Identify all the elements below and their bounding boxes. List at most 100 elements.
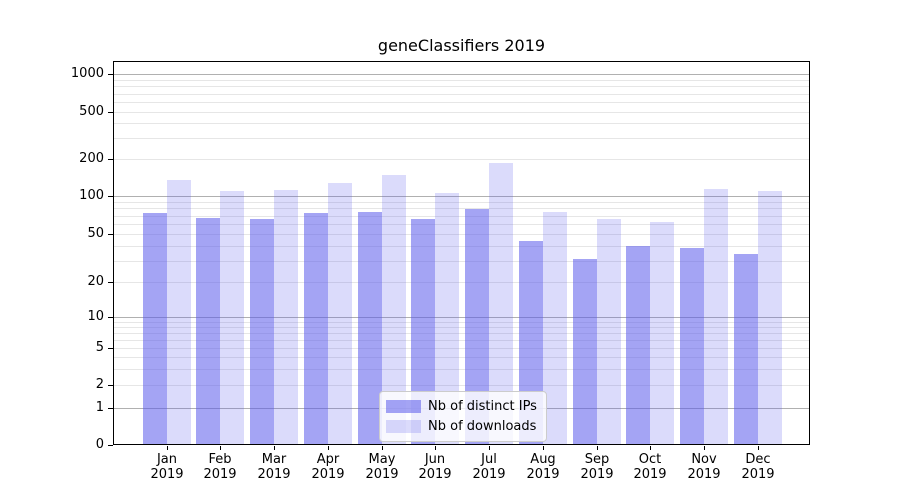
y-tick-label-2: 2 bbox=[95, 377, 104, 392]
x-tickmark-feb bbox=[220, 446, 221, 450]
y-tickmark-2 bbox=[108, 385, 113, 386]
x-tick-label-oct: Oct 2019 bbox=[633, 452, 667, 482]
gridline-minor-6 bbox=[113, 340, 810, 341]
x-tickmark-dec bbox=[758, 446, 759, 450]
y-tickmark-200 bbox=[108, 159, 113, 160]
x-tick-label-aug: Aug 2019 bbox=[526, 452, 560, 482]
gridline-minor-3 bbox=[113, 369, 810, 370]
gridline-minor-900 bbox=[113, 80, 810, 81]
bar-jan-distinct-ips bbox=[143, 213, 167, 445]
y-tick-label-1000: 1000 bbox=[70, 66, 104, 81]
gridline-minor-8 bbox=[113, 327, 810, 328]
gridline-minor-30 bbox=[113, 261, 810, 262]
gridline-minor-2 bbox=[113, 385, 810, 386]
gridline-minor-400 bbox=[113, 123, 810, 124]
gridline-minor-600 bbox=[113, 102, 810, 103]
y-tickmark-20 bbox=[108, 282, 113, 283]
y-tick-label-10: 10 bbox=[87, 309, 104, 324]
bar-feb-distinct-ips bbox=[196, 218, 220, 445]
gridline-minor-200 bbox=[113, 159, 810, 160]
y-tickmark-0 bbox=[108, 445, 113, 446]
bar-may-distinct-ips bbox=[358, 212, 382, 445]
gridline-minor-700 bbox=[113, 94, 810, 95]
y-tick-label-50: 50 bbox=[87, 226, 104, 241]
y-tickmark-5 bbox=[108, 348, 113, 349]
bar-apr-downloads bbox=[328, 183, 352, 445]
x-tickmark-jun bbox=[435, 446, 436, 450]
y-tick-label-5: 5 bbox=[95, 340, 104, 355]
bar-nov-downloads bbox=[704, 189, 728, 445]
x-tickmark-may bbox=[382, 446, 383, 450]
gridline-minor-300 bbox=[113, 138, 810, 139]
y-tick-label-20: 20 bbox=[87, 274, 104, 289]
x-tick-label-apr: Apr 2019 bbox=[311, 452, 345, 482]
x-tickmark-oct bbox=[650, 446, 651, 450]
x-tick-label-feb: Feb 2019 bbox=[203, 452, 237, 482]
gridline-minor-500 bbox=[113, 112, 810, 113]
legend-swatch-distinct-ips-icon bbox=[386, 400, 421, 413]
y-tickmark-1 bbox=[108, 408, 113, 409]
x-tick-label-sep: Sep 2019 bbox=[580, 452, 614, 482]
y-tickmark-500 bbox=[108, 112, 113, 113]
gridline-major-100 bbox=[113, 196, 810, 197]
x-tick-label-dec: Dec 2019 bbox=[741, 452, 775, 482]
bar-oct-downloads bbox=[650, 222, 674, 445]
legend-label-downloads: Nb of downloads bbox=[428, 419, 537, 434]
x-tickmark-sep bbox=[597, 446, 598, 450]
gridline-minor-800 bbox=[113, 86, 810, 87]
y-tickmark-10 bbox=[108, 317, 113, 318]
gridline-minor-60 bbox=[113, 224, 810, 225]
x-tickmark-jan bbox=[167, 446, 168, 450]
y-tick-label-500: 500 bbox=[79, 104, 104, 119]
y-tickmark-50 bbox=[108, 234, 113, 235]
bar-sep-distinct-ips bbox=[573, 259, 597, 445]
y-tickmark-100 bbox=[108, 196, 113, 197]
gridline-major-1000 bbox=[113, 74, 810, 75]
y-tick-label-0: 0 bbox=[95, 437, 104, 452]
bar-oct-distinct-ips bbox=[626, 246, 650, 445]
gridline-minor-50 bbox=[113, 234, 810, 235]
y-tick-label-200: 200 bbox=[79, 151, 104, 166]
legend-item-downloads: Nb of downloads bbox=[386, 418, 537, 435]
bar-aug-downloads bbox=[543, 212, 567, 445]
y-tick-label-1: 1 bbox=[95, 400, 104, 415]
gridline-minor-20 bbox=[113, 282, 810, 283]
bar-feb-downloads bbox=[220, 191, 244, 445]
gridline-minor-7 bbox=[113, 333, 810, 334]
gridline-minor-80 bbox=[113, 208, 810, 209]
x-tickmark-apr bbox=[328, 446, 329, 450]
bar-jan-downloads bbox=[167, 180, 191, 445]
legend: Nb of distinct IPs Nb of downloads bbox=[379, 391, 547, 442]
x-tickmark-mar bbox=[274, 446, 275, 450]
legend-item-distinct-ips: Nb of distinct IPs bbox=[386, 398, 537, 415]
bar-apr-distinct-ips bbox=[304, 213, 328, 445]
gridline-minor-70 bbox=[113, 216, 810, 217]
x-tickmark-jul bbox=[489, 446, 490, 450]
x-tick-label-nov: Nov 2019 bbox=[687, 452, 721, 482]
chart-title: geneClassifiers 2019 bbox=[377, 36, 546, 55]
legend-label-distinct-ips: Nb of distinct IPs bbox=[428, 399, 537, 414]
bar-dec-downloads bbox=[758, 191, 782, 445]
plot-area bbox=[113, 61, 810, 445]
bar-mar-downloads bbox=[274, 190, 298, 445]
bar-sep-downloads bbox=[597, 219, 621, 445]
x-tick-label-jan: Jan 2019 bbox=[150, 452, 184, 482]
gridline-major-10 bbox=[113, 317, 810, 318]
x-tick-label-jun: Jun 2019 bbox=[418, 452, 452, 482]
bar-mar-distinct-ips bbox=[250, 219, 274, 445]
x-tickmark-aug bbox=[543, 446, 544, 450]
x-tick-label-jul: Jul 2019 bbox=[472, 452, 506, 482]
x-tick-label-may: May 2019 bbox=[365, 452, 399, 482]
gridline-minor-40 bbox=[113, 246, 810, 247]
gridline-minor-5 bbox=[113, 348, 810, 349]
gridline-minor-4 bbox=[113, 357, 810, 358]
gridline-minor-90 bbox=[113, 202, 810, 203]
bar-nov-distinct-ips bbox=[680, 248, 704, 445]
bar-dec-distinct-ips bbox=[734, 254, 758, 445]
legend-swatch-downloads-icon bbox=[386, 420, 421, 433]
y-tickmark-1000 bbox=[108, 74, 113, 75]
x-tickmark-nov bbox=[704, 446, 705, 450]
gridline-minor-9 bbox=[113, 322, 810, 323]
x-tick-label-mar: Mar 2019 bbox=[257, 452, 291, 482]
